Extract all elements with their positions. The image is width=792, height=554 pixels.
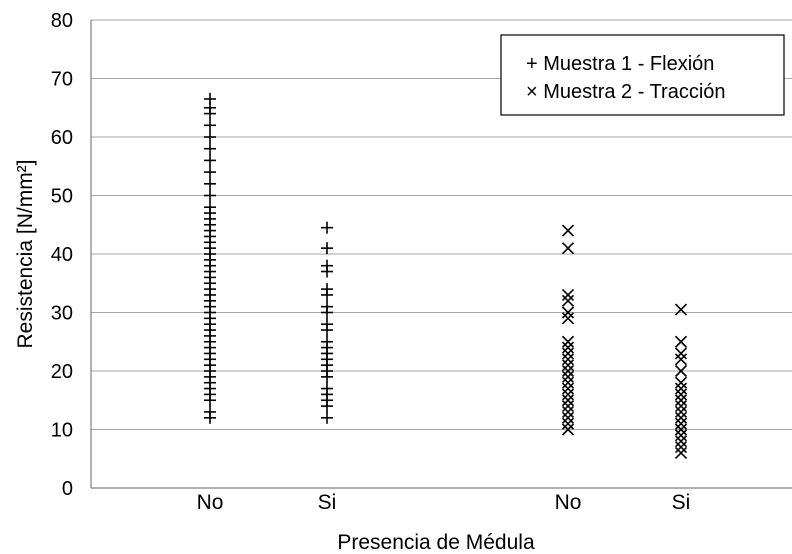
cross-marker [561,423,575,436]
plus-marker [204,166,216,179]
plus-marker [204,131,216,143]
plus-marker [204,405,216,418]
cross-marker [561,294,575,307]
legend-entry-series-1: + Muestra 1 - Flexión [526,53,714,75]
cross-marker [674,405,688,419]
x-category-label: Si [672,491,691,514]
y-tick-label: 40 [51,244,73,266]
cross-marker [561,411,575,424]
cross-marker [674,440,688,454]
cross-marker [561,306,575,319]
x-category-label: No [197,491,224,514]
plus-marker [321,259,333,272]
y-tick-label: 60 [51,127,73,149]
plus-marker [204,119,216,132]
y-tick-label: 30 [51,303,73,325]
data-points [204,92,688,459]
cross-marker [561,335,575,348]
cross-marker [674,394,688,407]
x-axis-category-labels: No Si No Si [197,491,691,514]
plus-marker [321,300,333,313]
cross-marker [561,341,575,354]
cross-marker [674,435,688,448]
cross-marker [561,376,575,389]
plus-marker [204,154,216,167]
cross-marker [674,446,688,459]
cross-marker [674,400,688,413]
x-category-label: Si [318,491,337,514]
y-tick-label: 50 [51,186,73,208]
cross-marker [674,417,688,430]
plus-marker [204,201,216,214]
y-tick-label: 20 [51,361,73,383]
cross-marker [674,347,688,360]
cross-marker [674,335,688,348]
cross-marker [561,224,575,237]
cross-marker [561,417,575,430]
plus-marker [204,177,216,190]
plus-marker [321,318,333,331]
plus-marker [204,142,216,155]
cross-marker [561,288,575,302]
legend-entry-series-2: × Muestra 2 - Tracción [526,81,726,103]
cross-marker [674,382,688,395]
plus-marker [204,92,216,105]
cross-marker [674,429,688,442]
cross-marker [561,312,575,325]
plus-marker [321,283,333,296]
y-tick-label: 70 [51,69,73,91]
cross-marker [674,303,688,316]
plus-marker [204,189,216,202]
cross-marker [561,359,575,372]
cross-marker [674,364,688,378]
y-axis-label: Resistencia [N/mm²] [14,159,37,348]
cross-marker [674,376,688,389]
plus-marker [321,335,333,348]
cross-marker [561,364,575,378]
cross-marker [674,353,688,366]
cross-marker [674,388,688,401]
cross-marker [561,382,575,395]
cross-marker [561,388,575,401]
y-axis-ticks: 0 10 20 30 40 50 60 70 80 [51,10,73,500]
cross-marker [561,394,575,407]
cross-marker [674,423,688,436]
y-tick-label: 80 [51,10,73,32]
cross-marker [561,242,575,255]
legend: + Muestra 1 - Flexión × Muestra 2 - Trac… [500,34,785,116]
x-category-label: No [555,491,582,514]
y-tick-label: 0 [62,478,73,500]
cross-marker [561,400,575,413]
cross-marker [561,370,575,383]
cross-marker [561,405,575,419]
x-axis-label: Presencia de Médula [337,531,535,554]
plus-marker [321,242,333,255]
plus-marker [321,382,333,395]
y-tick-label: 10 [51,420,73,442]
cross-marker [561,347,575,360]
cross-marker [561,353,575,366]
cross-marker [674,411,688,424]
legend-box [500,34,785,116]
plus-marker [321,221,333,234]
plus-marker [321,411,333,424]
